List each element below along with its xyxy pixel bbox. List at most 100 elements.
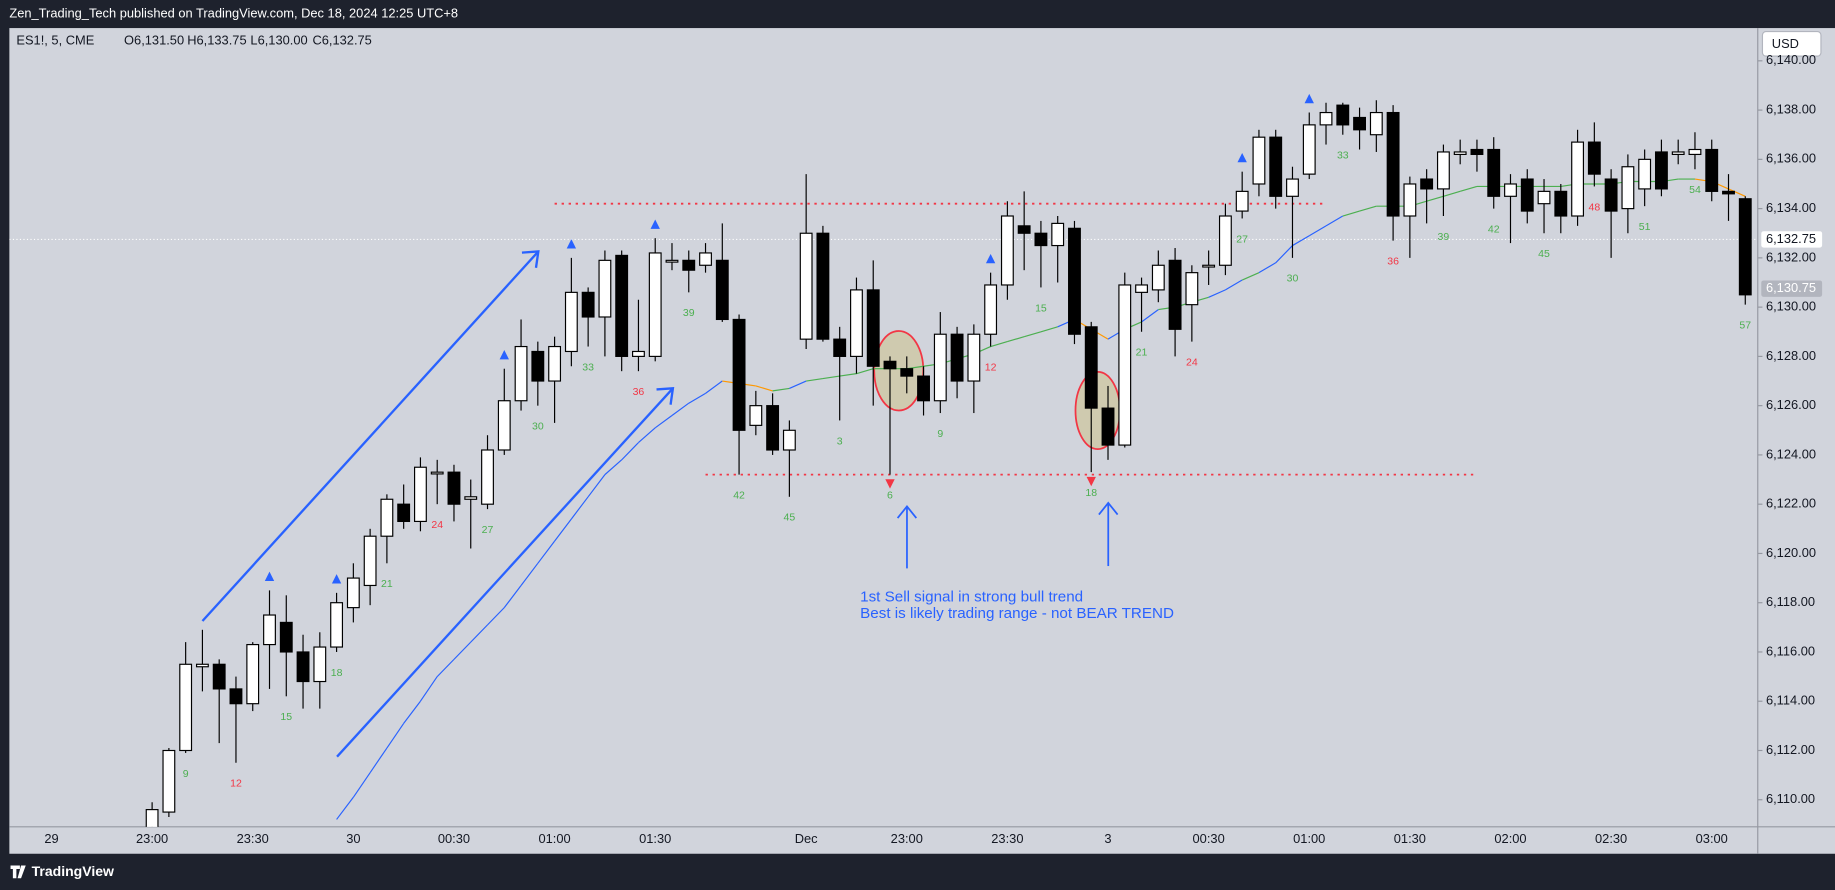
candle-body [833,338,847,357]
bar-count: 39 [683,307,695,319]
x-tick-label: 23:30 [991,831,1023,846]
candle-body [1504,183,1517,197]
candle-body [1185,272,1199,306]
y-tick-label: 6,110.00 [1766,791,1815,806]
drawings [201,250,1119,758]
signal-down [1086,476,1096,487]
candle-body [1218,215,1232,266]
candle-body [413,466,427,523]
candle-body [514,345,528,402]
candle-body [1487,148,1501,197]
arrow-head [521,250,540,268]
ema-segment [1308,225,1327,237]
candle-body [967,333,981,382]
publisher-header: Zen_Trading_Tech published on TradingVie… [9,5,458,20]
ema-segment [1325,215,1344,227]
bar-count: 30 [1287,273,1299,285]
y-tick-label: 6,122.00 [1766,496,1816,511]
candle-body [1051,222,1065,247]
y-tick-label: 6,124.00 [1766,446,1816,461]
bar-count: 45 [784,512,796,524]
bar-count: 42 [733,489,745,501]
logo-icon [10,865,26,879]
candle-body [195,663,209,668]
candle-body [1135,284,1148,293]
x-tick-label: 3 [1104,831,1111,846]
candle-body [1252,136,1266,185]
candle-body [1571,141,1585,217]
candle-body [1336,104,1350,126]
ema-segment [1460,185,1478,192]
candle-body [665,259,679,263]
candle-body [1101,407,1115,446]
candle-body [430,471,444,475]
x-tick-label: 01:00 [1293,831,1325,846]
candle-body [816,232,830,340]
currency-button[interactable] [1761,30,1822,57]
bar-count: 36 [1387,255,1399,267]
candle-body [1436,151,1450,190]
ema-segment [336,796,354,820]
y-tick-label: 6,114.00 [1766,693,1815,708]
bar-count: 45 [1538,248,1550,260]
bar-count: 6 [887,489,893,501]
candle-body [615,254,629,357]
candle-body [380,498,394,537]
x-tick-label: 01:00 [538,831,570,846]
signal-up [985,253,996,264]
bar-count: 9 [937,428,943,440]
candle-body [984,284,998,335]
legend-symbol: ES1!, 5, CME [16,32,94,47]
candle-body [917,375,930,402]
y-tick-label: 6,136.00 [1766,151,1816,166]
candle-body [1688,148,1702,156]
candle-body [598,259,612,318]
ema-segment [587,474,606,498]
footer-brand: TradingView [32,863,114,879]
ema-segment [1275,245,1293,264]
candle-body [883,360,897,370]
candle-body [1420,178,1434,190]
candle-body [497,400,511,451]
ema-segment [1023,331,1042,338]
ema-segment [520,562,539,586]
ema-segment [856,368,874,375]
ema-segment [403,700,421,724]
price-tag-label: 6,130.75 [1766,280,1816,295]
ema-segment [554,518,572,542]
candle-body [648,252,662,357]
candle-body [866,289,880,367]
annotation-text: Best is likely trading range - not BEAR … [860,605,1174,622]
signal-up [499,350,509,360]
candle-body [1269,136,1283,197]
y-tick-label: 6,120.00 [1766,545,1816,560]
signal-up [566,239,577,249]
ema-segment [1208,289,1226,298]
signal-down [885,479,895,489]
signal-up [331,574,342,584]
x-tick-label: Dec [795,831,818,846]
bar-count: 30 [532,420,544,432]
candle-body [564,291,578,353]
bar-count: 33 [1337,150,1349,162]
ema-segment [839,373,857,377]
x-tick-label: 01:30 [1394,831,1426,846]
candle-body [900,368,914,377]
candle-body [1168,259,1182,330]
ema-segment [990,341,1008,348]
bar-count: 42 [1488,223,1500,235]
ema-segment [671,402,690,416]
ema-segment [1040,326,1058,333]
bar-count: 24 [1186,356,1198,368]
candle-body [1017,225,1031,234]
plot-background [9,28,1835,854]
y-tick-label: 6,134.00 [1766,200,1816,215]
ema-segment [386,723,405,749]
ema-segment [1292,235,1310,247]
bar-count: 15 [1035,302,1047,314]
candle-body [1084,326,1098,409]
bar-count: 36 [633,386,645,398]
currency-label[interactable]: USD [1772,36,1799,51]
